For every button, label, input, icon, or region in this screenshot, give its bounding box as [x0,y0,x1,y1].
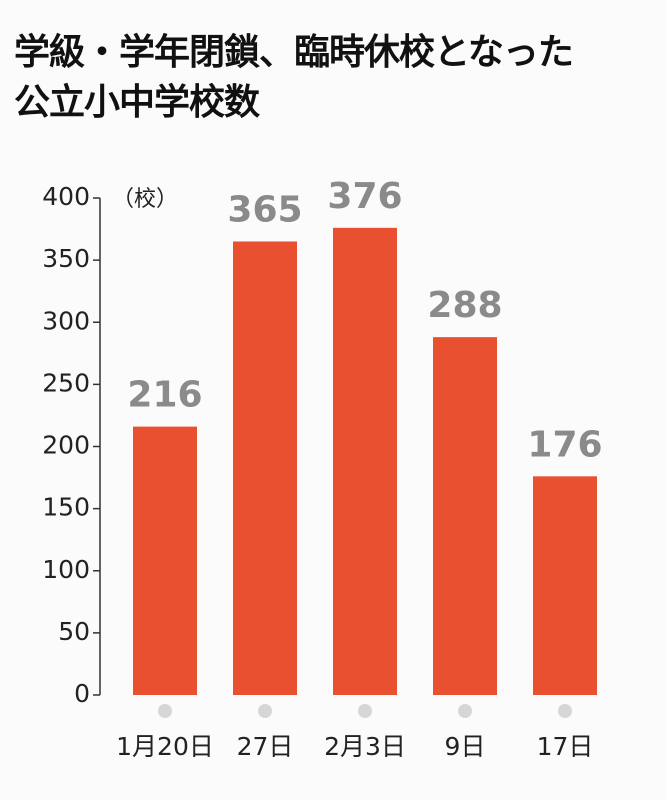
x-tick-label: 2月3日 [324,732,406,761]
value-label: 176 [527,424,602,465]
chart-title: 学級・学年閉鎖、臨時休校となった 公立小中学校数 [14,32,574,123]
category-dot [258,704,272,718]
value-label: 216 [127,375,202,416]
category-dot [158,704,172,718]
y-tick-label: 100 [42,555,90,584]
y-tick-label: 0 [74,679,90,708]
value-label: 376 [327,176,402,217]
category-dot [458,704,472,718]
value-label: 288 [427,285,502,326]
category-dot [558,704,572,718]
bar [433,337,497,695]
y-tick-label: 300 [42,306,90,335]
y-tick-label: 350 [42,244,90,273]
x-tick-label: 9日 [445,732,486,761]
y-tick-label: 50 [58,617,90,646]
y-tick-label: 250 [42,368,90,397]
bar [233,241,297,696]
x-tick-label: 27日 [237,732,294,761]
bar [533,476,597,695]
y-tick-label: 200 [42,431,90,460]
y-tick-label: 400 [42,182,90,211]
category-dot [358,704,372,718]
y-tick-label: 150 [42,493,90,522]
x-tick-label: 1月20日 [116,732,214,761]
bar [133,426,197,695]
bar [333,227,397,695]
x-tick-label: 17日 [537,732,594,761]
value-label: 365 [227,189,302,230]
y-axis-label: （校） [112,187,178,212]
